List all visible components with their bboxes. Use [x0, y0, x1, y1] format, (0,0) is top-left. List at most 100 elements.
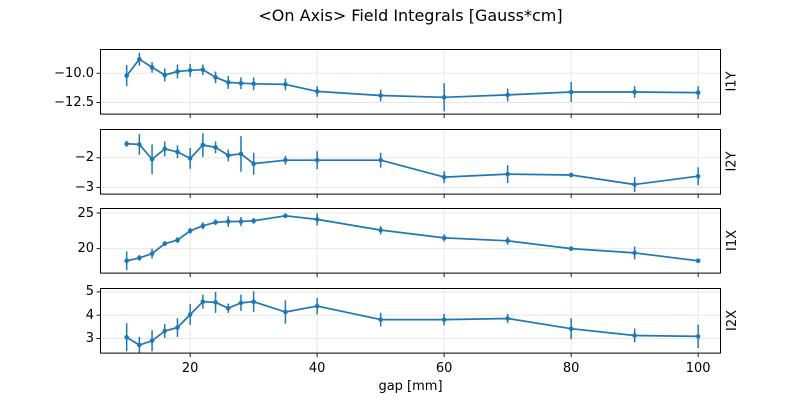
- data-point: [441, 174, 447, 179]
- x-axis-label: gap [mm]: [378, 379, 443, 394]
- x-tick-label: 40: [308, 361, 326, 377]
- ylabel-i1x: I1X: [723, 208, 741, 274]
- x-tick-label: 80: [562, 361, 580, 377]
- data-point: [505, 92, 510, 98]
- data-point: [124, 73, 129, 78]
- x-tick-marks: [189, 273, 699, 278]
- ylabel-text: I2X: [724, 310, 740, 332]
- data-point: [213, 220, 218, 225]
- subplot-i1x: [96, 208, 721, 278]
- series-line: [125, 215, 699, 262]
- data-point: [251, 161, 256, 166]
- error-bars: [125, 213, 699, 271]
- data-point: [632, 250, 637, 256]
- data-point: [124, 141, 129, 146]
- data-point: [238, 80, 244, 86]
- data-point: [251, 81, 256, 87]
- data-point: [162, 72, 168, 78]
- data-point: [149, 156, 155, 162]
- series-markers: [124, 213, 701, 264]
- data-point: [568, 326, 574, 331]
- data-point: [225, 80, 231, 85]
- data-point: [441, 317, 447, 322]
- ylabel-text: I2Y: [724, 151, 740, 172]
- data-point: [283, 309, 288, 315]
- x-tick-label: 100: [685, 361, 711, 377]
- data-point: [314, 303, 320, 309]
- y-tick-label: 3: [85, 330, 94, 346]
- data-point: [187, 155, 193, 161]
- subplot-i2y: [96, 128, 721, 198]
- y-tick-label: 25: [77, 205, 94, 221]
- axes-spines: [100, 287, 721, 354]
- data-point: [137, 141, 142, 147]
- data-point: [187, 312, 193, 317]
- data-point: [200, 223, 206, 229]
- y-tick-label: −10.0: [54, 65, 94, 81]
- data-point: [124, 334, 129, 340]
- gridlines: [100, 208, 721, 274]
- data-point: [283, 213, 288, 219]
- y-tick-label: 20: [77, 241, 94, 257]
- ylabel-text: I1X: [724, 230, 740, 252]
- data-point: [695, 90, 701, 95]
- data-point: [251, 299, 256, 304]
- data-point: [441, 94, 447, 100]
- data-point: [200, 142, 206, 147]
- data-point: [175, 325, 180, 330]
- data-point: [225, 219, 231, 225]
- y-tick-label: 5: [85, 284, 94, 300]
- data-point: [505, 315, 510, 321]
- data-point: [213, 75, 218, 80]
- data-point: [378, 157, 383, 163]
- data-point: [149, 338, 155, 343]
- data-point: [632, 181, 637, 187]
- data-point: [632, 89, 637, 95]
- data-point: [225, 305, 231, 311]
- x-tick-marks: [189, 353, 699, 357]
- series-markers: [124, 56, 701, 100]
- data-point: [568, 89, 574, 95]
- error-bars: [125, 132, 699, 192]
- subplot-i2x: [96, 287, 721, 357]
- data-point: [314, 217, 320, 222]
- y-tick-marks: [96, 156, 100, 188]
- data-point: [187, 228, 193, 234]
- gridlines: [100, 49, 721, 115]
- data-point: [283, 157, 288, 163]
- y-tick-label: −2: [74, 149, 94, 165]
- error-bars: [125, 291, 699, 353]
- data-point: [695, 333, 701, 339]
- data-point: [200, 299, 206, 304]
- x-tick-marks: [189, 114, 699, 119]
- series-markers: [124, 299, 701, 348]
- ylabel-text: I1Y: [724, 71, 740, 92]
- data-point: [175, 149, 180, 154]
- series-line: [125, 142, 699, 185]
- data-point: [124, 258, 129, 264]
- y-tick-label: 4: [85, 307, 94, 323]
- data-point: [505, 238, 510, 244]
- chart-title: <On Axis> Field Integrals [Gauss*cm]: [258, 6, 563, 25]
- data-point: [213, 144, 218, 150]
- data-point: [632, 332, 637, 338]
- axes-spines: [100, 49, 721, 115]
- data-point: [441, 235, 447, 241]
- data-point: [378, 227, 383, 233]
- data-point: [251, 218, 256, 224]
- y-tick-marks: [96, 291, 100, 339]
- series-markers: [124, 141, 701, 187]
- ylabel-i2x: I2X: [723, 288, 741, 354]
- x-tick-label: 20: [181, 361, 199, 377]
- data-point: [213, 299, 218, 305]
- data-point: [568, 172, 574, 177]
- subplot-i1y: [96, 49, 721, 119]
- data-point: [149, 65, 155, 70]
- data-point: [225, 152, 231, 158]
- data-point: [378, 93, 383, 98]
- x-tick-label: 60: [435, 361, 453, 377]
- data-point: [505, 171, 510, 177]
- data-point: [137, 56, 142, 62]
- data-point: [568, 246, 574, 252]
